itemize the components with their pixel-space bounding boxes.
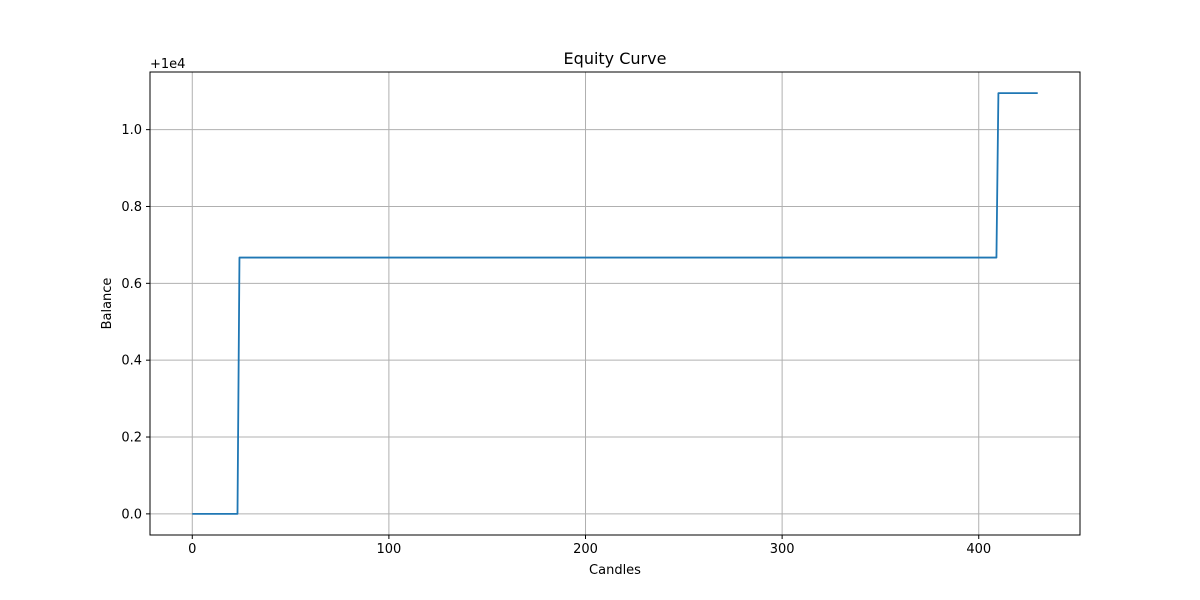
y-tick-label: 0.2 [121,431,142,446]
x-axis-ticks: 0 100 200 300 400 [188,535,991,557]
x-tick-label: 300 [770,542,795,557]
x-tick-label: 200 [573,542,598,557]
y-tick-label: 0.6 [121,277,142,292]
y-tick-label: 0.4 [121,354,142,369]
x-tick-label: 400 [966,542,991,557]
x-tick-label: 0 [188,542,196,557]
x-axis-label: Candles [589,563,641,578]
y-axis-label: Balance [100,278,115,330]
equity-series-line [192,92,1038,515]
plot-background [150,72,1080,535]
y-axis-ticks: 0.0 0.2 0.4 0.6 0.8 1.0 [121,123,150,522]
series-layer [192,92,1038,515]
x-tick-label: 100 [376,542,401,557]
y-tick-label: 0.0 [121,507,142,522]
y-tick-label: 1.0 [121,123,142,138]
chart-title: Equity Curve [564,49,667,68]
y-axis-offset-label: +1e4 [150,57,185,72]
plot-frame [149,71,1081,536]
y-tick-label: 0.8 [121,200,142,215]
grid [150,72,1080,535]
